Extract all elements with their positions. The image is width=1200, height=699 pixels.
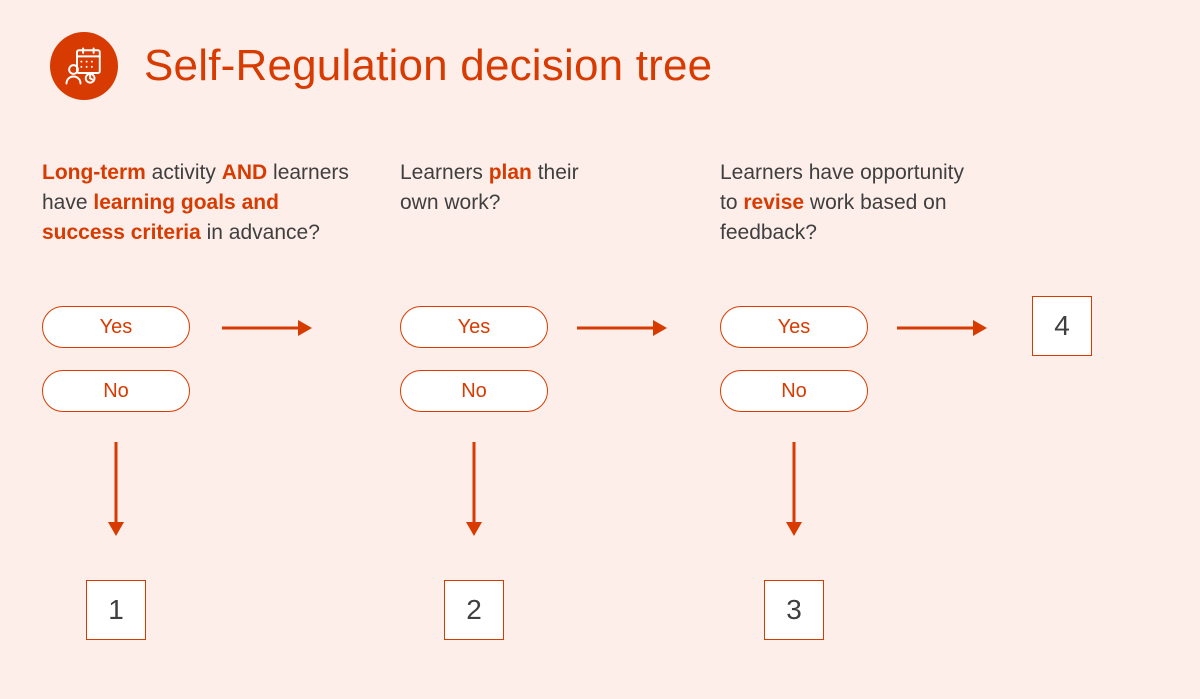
yes-pill-2: Yes <box>400 306 548 348</box>
no-pill-3: No <box>720 370 868 412</box>
arrow-right <box>895 316 987 340</box>
question-2: Learners plan their own work? <box>400 158 620 218</box>
question-1: Long-term activity AND learners have lea… <box>42 158 352 247</box>
arrow-right <box>220 316 312 340</box>
yes-pill-3: Yes <box>720 306 868 348</box>
decision-tree-stage: Long-term activity AND learners have lea… <box>0 0 1200 699</box>
result-box-3: 3 <box>764 580 824 640</box>
yes-pill-1: Yes <box>42 306 190 348</box>
no-pill-2: No <box>400 370 548 412</box>
arrow-down <box>104 440 128 536</box>
arrow-down <box>782 440 806 536</box>
result-box-2: 2 <box>444 580 504 640</box>
no-pill-1: No <box>42 370 190 412</box>
question-3: Learners have opportunity to revise work… <box>720 158 980 247</box>
result-box-4: 4 <box>1032 296 1092 356</box>
arrow-right <box>575 316 667 340</box>
result-box-1: 1 <box>86 580 146 640</box>
arrow-down <box>462 440 486 536</box>
